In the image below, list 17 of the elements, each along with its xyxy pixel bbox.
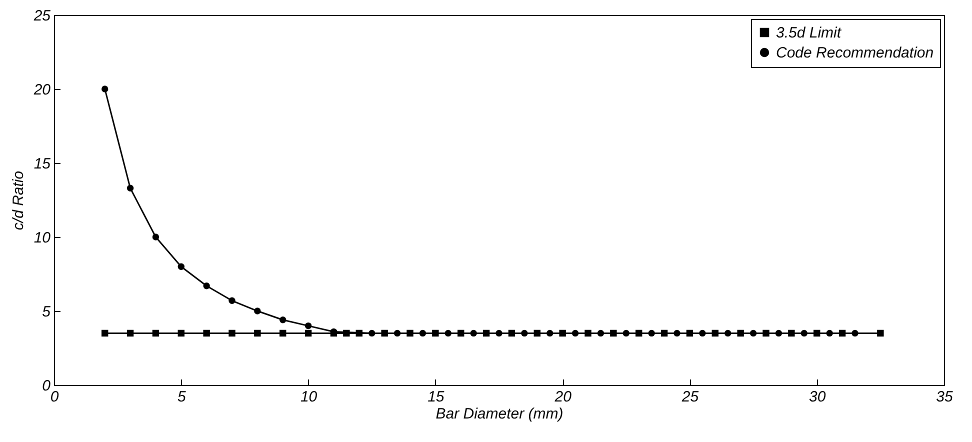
y-tick-label: 25 xyxy=(32,8,52,24)
x-tick-label: 25 xyxy=(680,388,700,406)
y-tick-label: 15 xyxy=(34,156,52,172)
legend-label: Code Recommendation xyxy=(776,44,934,62)
y-axis-title: c/d Ratio xyxy=(10,170,27,230)
x-tick-label: 5 xyxy=(177,388,186,406)
x-tick-label: 10 xyxy=(300,388,318,406)
y-tick-label: 5 xyxy=(42,304,52,320)
x-axis-title: Bar Diameter (mm) xyxy=(436,406,564,422)
x-tick-label: 15 xyxy=(428,388,445,406)
x-tick-label: 30 xyxy=(809,388,826,406)
x-tick-label: 20 xyxy=(554,388,572,406)
y-tick-label: 0 xyxy=(42,378,52,394)
y-tick-label: 10 xyxy=(34,230,52,246)
y-tick-label: 20 xyxy=(32,82,52,98)
x-tick-label: 35 xyxy=(936,388,954,406)
legend-label: 3.5d Limit xyxy=(776,24,842,42)
